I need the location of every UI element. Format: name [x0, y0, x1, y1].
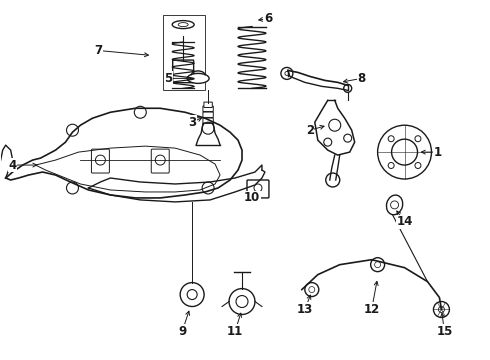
Bar [163, 15, 205, 90]
FancyBboxPatch shape [247, 180, 269, 198]
Ellipse shape [178, 23, 188, 27]
Circle shape [329, 119, 341, 131]
Circle shape [391, 201, 398, 209]
Circle shape [309, 287, 315, 293]
Circle shape [134, 106, 147, 118]
Circle shape [202, 182, 214, 194]
Circle shape [326, 173, 340, 187]
FancyBboxPatch shape [203, 118, 213, 123]
Circle shape [370, 258, 385, 272]
Circle shape [305, 283, 319, 297]
Text: 15: 15 [436, 325, 453, 338]
Text: 7: 7 [95, 44, 102, 57]
Text: 14: 14 [396, 215, 413, 228]
Text: 9: 9 [178, 325, 186, 338]
FancyBboxPatch shape [151, 149, 169, 173]
Circle shape [180, 283, 204, 306]
Ellipse shape [172, 21, 194, 28]
Text: 11: 11 [227, 325, 243, 338]
Circle shape [439, 306, 444, 312]
Circle shape [155, 155, 165, 165]
Circle shape [281, 67, 293, 80]
Circle shape [202, 122, 214, 134]
Circle shape [388, 136, 394, 142]
Circle shape [236, 296, 248, 307]
FancyBboxPatch shape [204, 102, 212, 108]
Text: 1: 1 [433, 145, 441, 159]
Circle shape [415, 162, 421, 168]
FancyBboxPatch shape [203, 112, 213, 117]
FancyBboxPatch shape [92, 149, 109, 173]
Text: 10: 10 [244, 192, 260, 204]
Circle shape [343, 84, 352, 92]
Circle shape [434, 302, 449, 318]
Text: 6: 6 [264, 12, 272, 25]
Circle shape [343, 134, 352, 142]
Text: 12: 12 [364, 303, 380, 316]
Ellipse shape [387, 195, 403, 215]
FancyBboxPatch shape [203, 106, 213, 112]
Circle shape [187, 289, 197, 300]
Circle shape [324, 138, 332, 146]
Circle shape [96, 155, 105, 165]
Circle shape [392, 139, 417, 165]
Circle shape [378, 125, 432, 179]
FancyBboxPatch shape [172, 60, 194, 83]
Text: 5: 5 [164, 72, 172, 85]
Text: 13: 13 [297, 303, 313, 316]
Ellipse shape [187, 73, 209, 84]
Text: 2: 2 [306, 124, 314, 137]
Circle shape [415, 136, 421, 142]
Circle shape [285, 71, 289, 75]
Circle shape [254, 184, 262, 192]
Text: 4: 4 [8, 158, 17, 172]
Circle shape [229, 289, 255, 315]
Circle shape [375, 262, 381, 268]
Circle shape [67, 182, 78, 194]
Text: 3: 3 [188, 116, 196, 129]
Circle shape [388, 162, 394, 168]
Text: 8: 8 [358, 72, 366, 85]
Circle shape [67, 124, 78, 136]
